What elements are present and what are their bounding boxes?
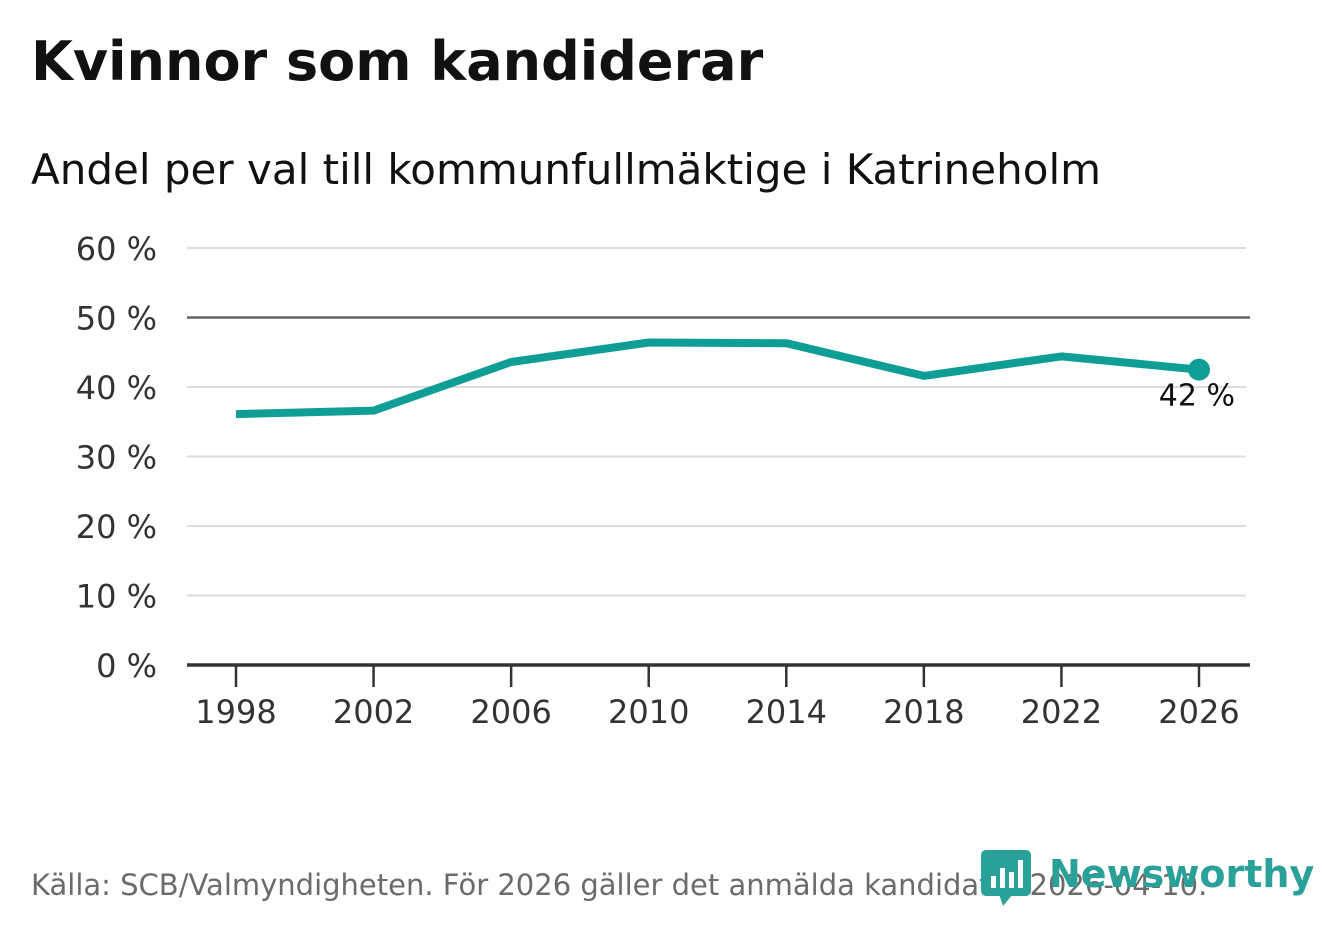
x-tick-label-2006: 2006: [470, 693, 551, 731]
x-tick-label-2014: 2014: [746, 693, 827, 731]
y-tick-label-30: 30 %: [76, 439, 157, 477]
y-tick-label-20: 20 %: [76, 508, 157, 546]
end-point-marker: [1188, 358, 1210, 381]
series-line-0: [235, 338, 1200, 419]
y-tick-label-40: 40 %: [76, 369, 157, 407]
chart-subtitle: Andel per val till kommunfullmäktige i K…: [31, 145, 1102, 194]
newsworthy-logo: Newsworthy: [981, 848, 1314, 908]
y-axis: 0 % 10 % 20 % 30 % 40 % 50 % 60 %: [76, 230, 157, 685]
y-tick-label-10: 10 %: [76, 578, 157, 616]
line-chart: 0 % 10 % 20 % 30 % 40 % 50 % 60 % 1998 2002 2006…: [76, 230, 1250, 731]
x-tick-label-2026: 2026: [1158, 693, 1239, 731]
series-layer: 42 %: [235, 338, 1235, 419]
y-tick-label-0: 0 %: [96, 647, 157, 685]
x-tick-label-2018: 2018: [883, 693, 964, 731]
x-tick-label-2002: 2002: [333, 693, 414, 731]
x-axis: 1998 2002 2006 2010 2014 2018 2022 2026: [187, 663, 1250, 731]
x-tick-label-2022: 2022: [1021, 693, 1102, 731]
x-tick-label-2010: 2010: [608, 693, 689, 731]
end-value-label: 42 %: [1159, 379, 1235, 414]
y-tick-label-60: 60 %: [76, 230, 157, 268]
brand-name: Newsworthy: [1049, 852, 1315, 896]
x-tick-label-1998: 1998: [195, 693, 276, 731]
chart-title: Kvinnor som kandiderar: [31, 30, 764, 93]
bar-chart-logo-icon: [981, 850, 1031, 906]
y-tick-label-50: 50 %: [76, 300, 157, 338]
grid-layer: [187, 247, 1250, 597]
